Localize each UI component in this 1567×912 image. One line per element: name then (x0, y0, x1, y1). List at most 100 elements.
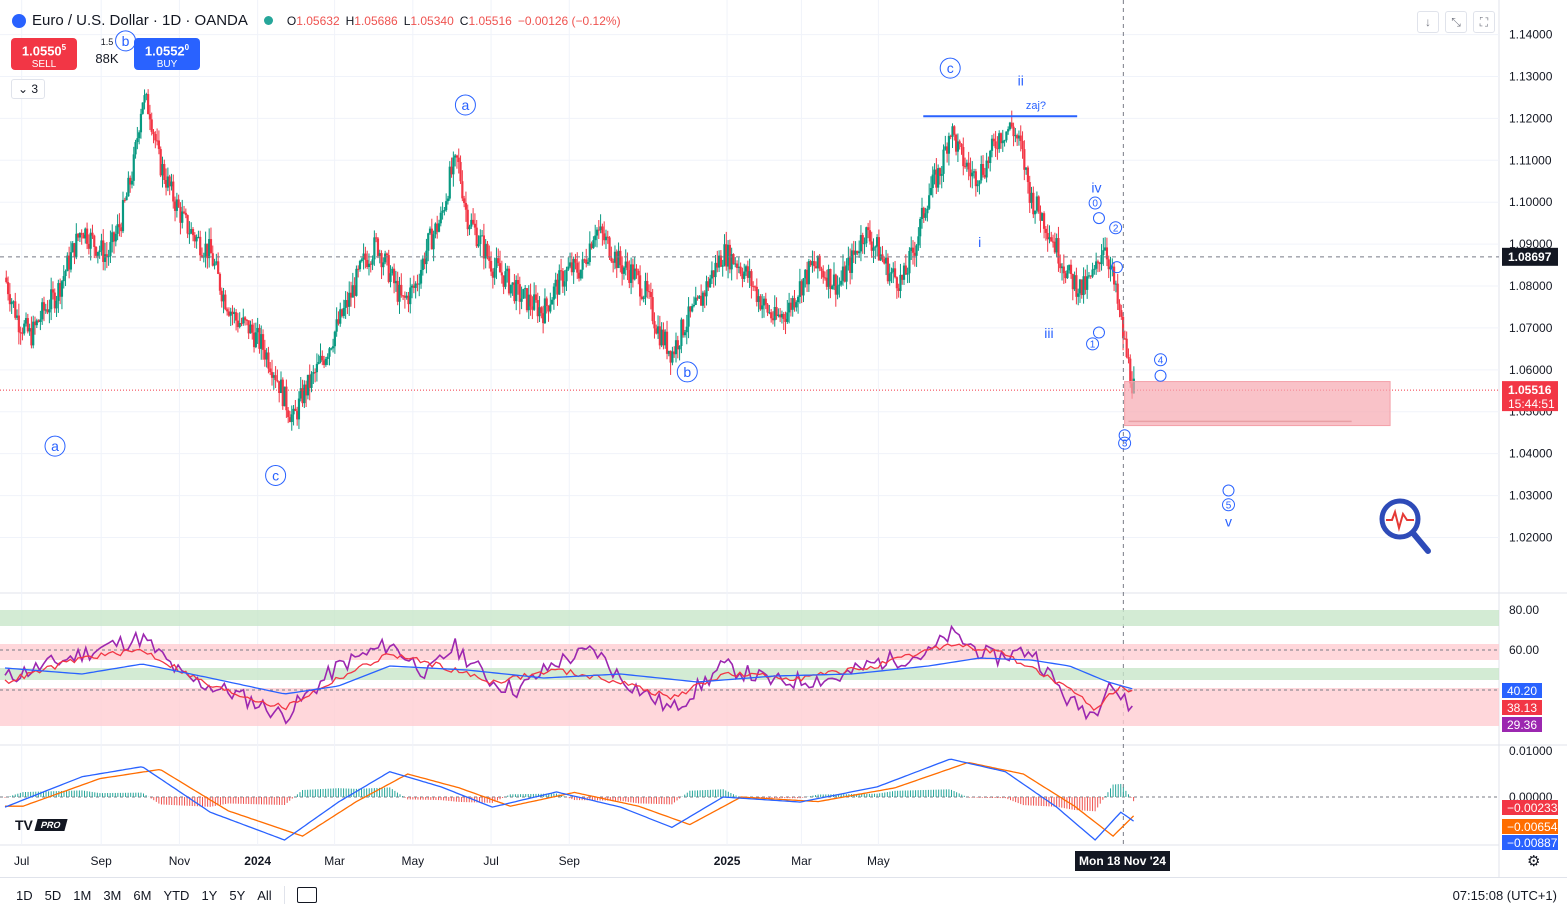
candle (963, 166, 967, 168)
candle (26, 318, 29, 332)
divider (283, 886, 285, 904)
candle (245, 319, 248, 321)
candle (139, 113, 143, 133)
candle (32, 321, 35, 346)
candle (831, 285, 834, 289)
candle (662, 329, 665, 346)
candle (283, 386, 286, 407)
candle (143, 95, 146, 103)
candle (373, 237, 376, 260)
candle (840, 280, 843, 285)
time-tick-label: Jul (483, 854, 498, 868)
collapse-icon[interactable]: ⤡ (1445, 11, 1467, 33)
candle (464, 202, 468, 210)
candle (775, 307, 778, 316)
candle (534, 294, 538, 301)
range-1d[interactable]: 1D (16, 887, 33, 903)
candle (23, 323, 26, 334)
candle (28, 328, 31, 332)
candle (665, 331, 669, 354)
candle (256, 327, 259, 333)
candle (543, 298, 547, 324)
candle (454, 155, 457, 158)
clock[interactable]: 07:15:08 (UTC+1) (1452, 887, 1557, 903)
candle (1012, 126, 1015, 137)
candle (608, 237, 611, 258)
macd-value-label: −0.00233 (1507, 801, 1558, 815)
wave-label: 3 (1122, 439, 1128, 450)
candle (577, 272, 581, 279)
candle (235, 312, 238, 321)
candle (768, 312, 771, 314)
candle (55, 300, 58, 309)
candle (1046, 232, 1049, 240)
candle (371, 259, 374, 265)
candle (301, 388, 304, 404)
range-1m[interactable]: 1M (73, 887, 92, 903)
range-all[interactable]: All (257, 887, 272, 903)
candle (770, 312, 773, 319)
candle (482, 235, 485, 259)
candle (1060, 266, 1064, 269)
candle (983, 174, 986, 178)
candle (1066, 270, 1069, 279)
candle (319, 355, 322, 362)
candle (161, 164, 164, 176)
gear-icon[interactable]: ⚙ (1527, 853, 1541, 870)
candle (795, 302, 798, 308)
candle (340, 309, 344, 316)
candle (913, 252, 916, 256)
candle (610, 257, 613, 262)
candle (421, 258, 424, 271)
candle (441, 210, 444, 213)
candle (680, 319, 683, 346)
wave-label-circle (676, 361, 698, 383)
candle (260, 334, 263, 349)
price-tick-label: 1.04000 (1509, 447, 1553, 461)
candle (858, 251, 861, 254)
candle (547, 306, 550, 312)
candle (1098, 262, 1101, 265)
symbol-title[interactable]: Euro / U.S. Dollar · 1D · OANDA (32, 12, 248, 29)
candle (30, 328, 33, 346)
candle (418, 283, 421, 285)
calendar-icon[interactable] (296, 887, 317, 903)
candle (592, 240, 595, 249)
candle (1055, 238, 1058, 253)
candle (1005, 131, 1008, 141)
range-5d[interactable]: 5D (44, 887, 62, 903)
candle (168, 176, 171, 187)
candle (559, 270, 563, 272)
candle (759, 296, 762, 310)
candle (475, 227, 478, 247)
indicators-toggle-button[interactable]: ⌄ 3 (11, 79, 45, 99)
range-5y[interactable]: 5Y (229, 887, 246, 903)
range-6m[interactable]: 6M (133, 887, 152, 903)
tradingview-logo[interactable]: TV PRO (15, 817, 68, 833)
candle (103, 254, 107, 262)
candle (762, 298, 766, 306)
range-1y[interactable]: 1Y (201, 887, 218, 903)
candle (463, 198, 466, 203)
candle (375, 237, 378, 239)
buy-button[interactable]: 1.05520 BUY (134, 38, 200, 70)
candle (473, 223, 477, 228)
current-price-badge (1502, 381, 1558, 412)
candle (78, 233, 81, 238)
candle (118, 224, 121, 228)
download-icon[interactable]: ↓ (1417, 11, 1439, 33)
range-ytd[interactable]: YTD (163, 887, 190, 903)
fullscreen-icon[interactable]: ⛶ (1473, 11, 1495, 33)
candle (414, 283, 417, 288)
candle (1021, 141, 1024, 150)
sell-button[interactable]: 1.05505 SELL (11, 38, 77, 70)
candle (1071, 274, 1074, 290)
candle (524, 288, 527, 290)
candle (771, 318, 775, 321)
wave-label: c (272, 467, 279, 483)
candle (841, 266, 845, 281)
candle (407, 295, 410, 305)
range-3m[interactable]: 3M (103, 887, 122, 903)
candle (985, 160, 988, 178)
